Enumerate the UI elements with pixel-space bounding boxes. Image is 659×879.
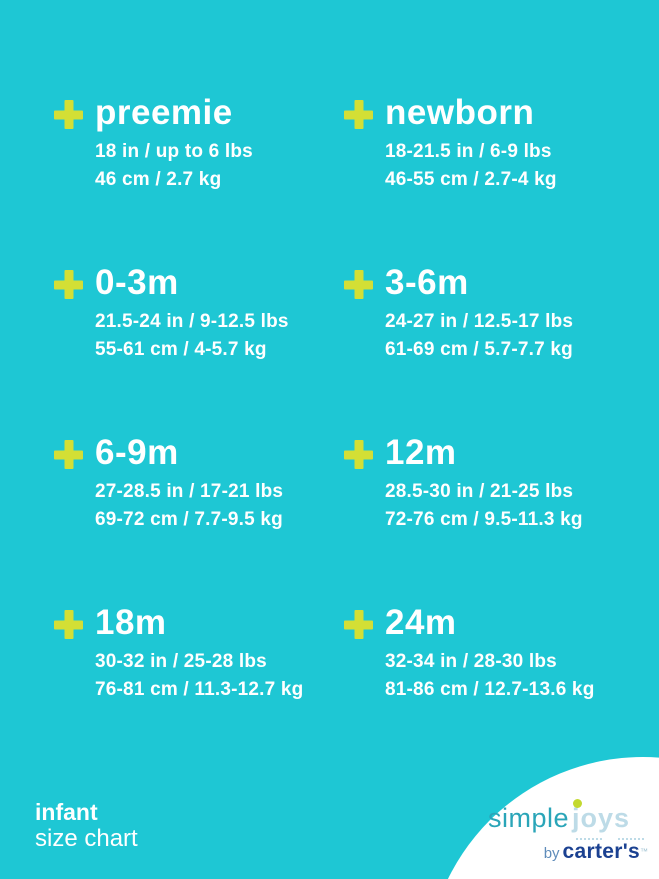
plus-icon [54,610,83,639]
size-entry-text: 0-3m 21.5-24 in / 9-12.5 lbs 55-61 cm / … [95,264,289,364]
size-label: 12m [385,433,457,472]
size-entry-6-9m: 6-9m 27-28.5 in / 17-21 lbs 69-72 cm / 7… [54,434,344,604]
size-entry-text: 3-6m 24-27 in / 12.5-17 lbs 61-69 cm / 5… [385,264,573,364]
size-entry-preemie: preemie 18 in / up to 6 lbs 46 cm / 2.7 … [54,94,344,264]
plus-icon [54,270,83,299]
size-imperial: 18-21.5 in / 6-9 lbs [385,141,552,162]
size-imperial: 28.5-30 in / 21-25 lbs [385,481,574,502]
plus-icon [344,610,373,639]
size-label: preemie [95,93,233,132]
size-label: newborn [385,93,535,132]
size-label: 18m [95,603,167,642]
brand-logo-wordmark: simple joys [488,799,648,837]
size-entry-text: 12m 28.5-30 in / 21-25 lbs 72-76 cm / 9.… [385,434,583,534]
size-imperial: 18 in / up to 6 lbs [95,141,253,162]
plus-icon [344,440,373,469]
size-metric: 61-69 cm / 5.7-7.7 kg [385,339,573,360]
size-label: 3-6m [385,263,469,302]
size-metric: 46-55 cm / 2.7-4 kg [385,169,557,190]
size-metric: 72-76 cm / 9.5-11.3 kg [385,509,583,530]
size-entry-12m: 12m 28.5-30 in / 21-25 lbs 72-76 cm / 9.… [344,434,634,604]
size-entry-text: preemie 18 in / up to 6 lbs 46 cm / 2.7 … [95,94,253,194]
size-label: 0-3m [95,263,179,302]
logo-word-joys-text: joys [572,803,631,833]
size-imperial: 30-32 in / 25-28 lbs [95,651,267,672]
chart-title-subtitle: size chart [35,825,138,852]
size-label: 6-9m [95,433,179,472]
plus-icon [54,100,83,129]
size-metric: 46 cm / 2.7 kg [95,169,222,190]
trademark-symbol: ™ [640,847,648,856]
size-entry-24m: 24m 32-34 in / 28-30 lbs 81-86 cm / 12.7… [344,604,634,774]
size-entry-text: 6-9m 27-28.5 in / 17-21 lbs 69-72 cm / 7… [95,434,283,534]
joys-dot-icon [573,799,583,808]
chart-title-category: infant [35,799,98,825]
size-imperial: 32-34 in / 28-30 lbs [385,651,557,672]
plus-icon [54,440,83,469]
chart-title: infant size chart [35,799,138,852]
brand-logo-byline: by carter's™ [488,841,648,865]
size-grid: preemie 18 in / up to 6 lbs 46 cm / 2.7 … [54,94,634,774]
size-entry-3-6m: 3-6m 24-27 in / 12.5-17 lbs 61-69 cm / 5… [344,264,634,434]
size-imperial: 24-27 in / 12.5-17 lbs [385,311,574,332]
size-entry-text: newborn 18-21.5 in / 6-9 lbs 46-55 cm / … [385,94,557,194]
plus-icon [344,100,373,129]
size-imperial: 27-28.5 in / 17-21 lbs [95,481,284,502]
size-metric: 76-81 cm / 11.3-12.7 kg [95,679,304,700]
size-entry-text: 24m 32-34 in / 28-30 lbs 81-86 cm / 12.7… [385,604,595,704]
logo-word-joys: joys [572,799,631,833]
size-label: 24m [385,603,457,642]
logo-by-text: by [543,845,560,862]
size-entry-0-3m: 0-3m 21.5-24 in / 9-12.5 lbs 55-61 cm / … [54,264,344,434]
brand-logo: simple joys by carter's™ [488,799,648,865]
size-metric: 69-72 cm / 7.7-9.5 kg [95,509,283,530]
size-entry-text: 18m 30-32 in / 25-28 lbs 76-81 cm / 11.3… [95,604,303,704]
size-metric: 81-86 cm / 12.7-13.6 kg [385,679,595,700]
plus-icon [344,270,373,299]
logo-carters-text: carter's [562,840,640,863]
size-entry-18m: 18m 30-32 in / 25-28 lbs 76-81 cm / 11.3… [54,604,344,774]
size-imperial: 21.5-24 in / 9-12.5 lbs [95,311,289,332]
stitch-marks-icon [576,838,644,840]
size-entry-newborn: newborn 18-21.5 in / 6-9 lbs 46-55 cm / … [344,94,634,264]
logo-word-simple: simple [488,803,570,833]
size-metric: 55-61 cm / 4-5.7 kg [95,339,267,360]
